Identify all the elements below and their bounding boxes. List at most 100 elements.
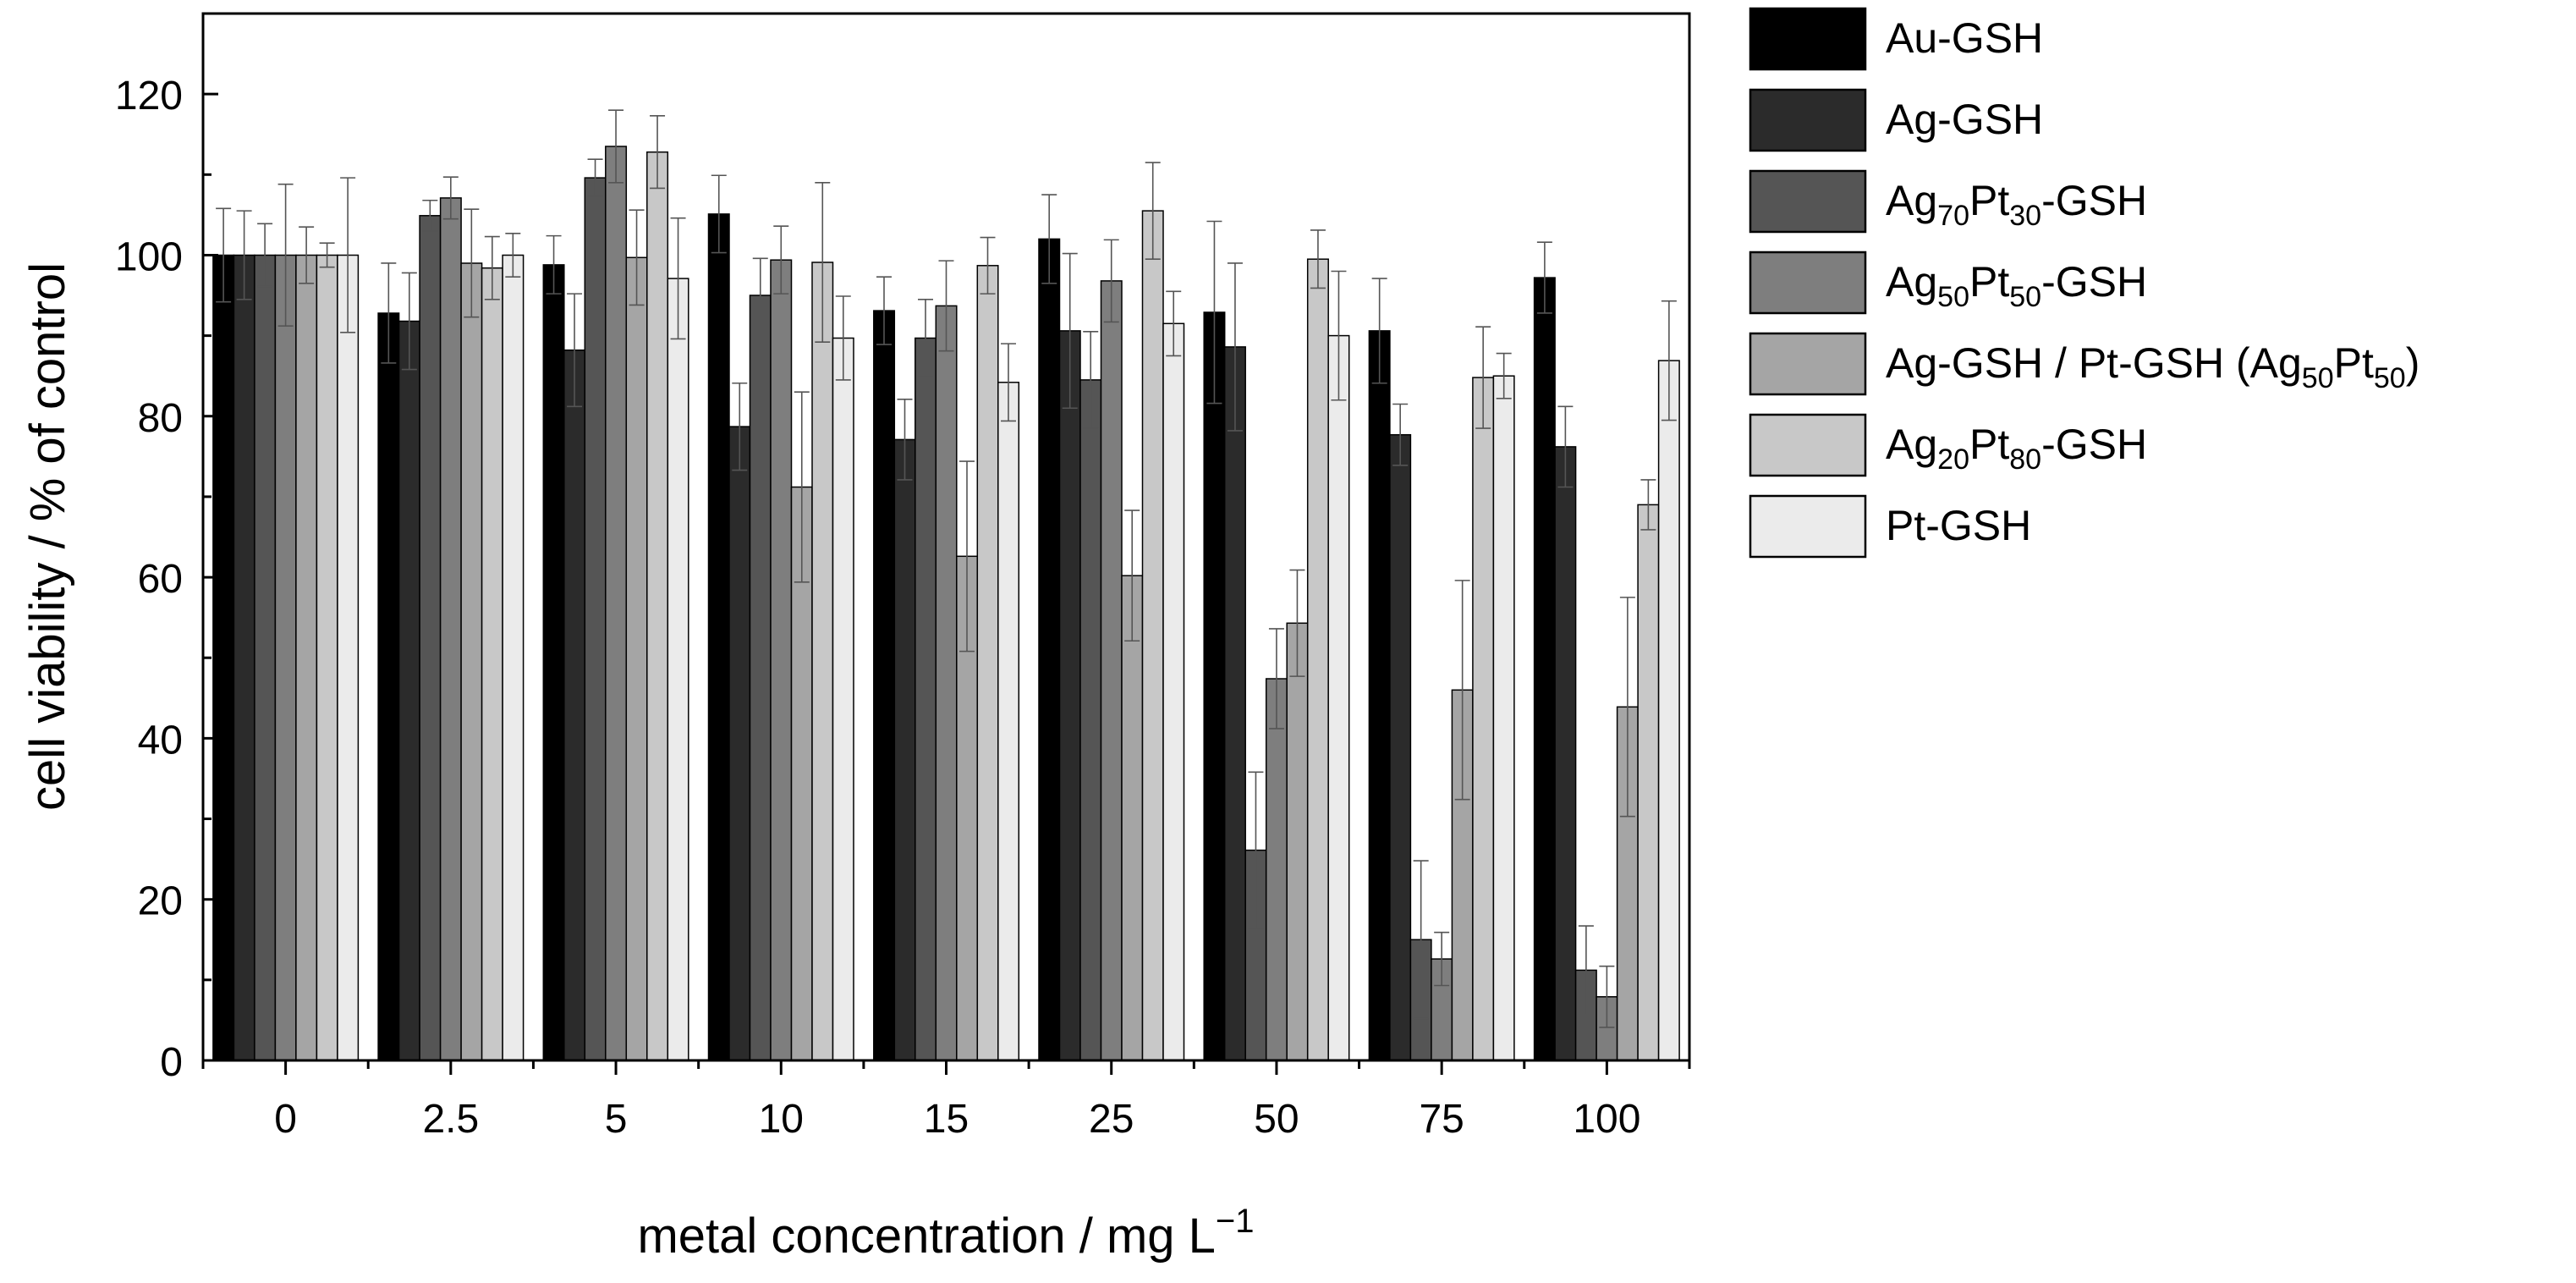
y-tick-label: 0 <box>160 1040 183 1085</box>
x-tick-label: 15 <box>924 1097 969 1142</box>
bar <box>316 254 338 1061</box>
bar <box>728 426 751 1061</box>
error-bar <box>1454 580 1470 801</box>
error-bar <box>299 226 315 284</box>
error-bar <box>1536 241 1552 314</box>
error-bar <box>1248 771 1264 929</box>
error-bar <box>401 272 417 371</box>
bar <box>233 254 255 1061</box>
error-bar <box>980 236 996 295</box>
error-bar <box>650 115 666 190</box>
bar <box>274 254 297 1061</box>
error-bar <box>236 210 252 300</box>
error-bar <box>1475 326 1491 429</box>
legend-label: Ag20Pt80-GSH <box>1886 421 2147 476</box>
bar <box>997 382 1020 1061</box>
error-bar <box>1268 628 1284 730</box>
y-axis: 0 20 40 60 80 100 120 <box>115 12 218 1085</box>
error-bar <box>897 398 913 481</box>
x-axis-title-text: metal concentration / mg L <box>637 1209 1215 1264</box>
error-bar <box>1371 278 1387 384</box>
bar <box>915 337 937 1061</box>
legend-swatch <box>1749 332 1867 396</box>
legend-label: Ag50Pt50-GSH <box>1886 258 2147 313</box>
legend-item: Ag20Pt80-GSH <box>1749 413 2147 477</box>
error-bar <box>505 232 521 278</box>
bar <box>398 320 420 1061</box>
x-tick-label: 10 <box>759 1097 804 1142</box>
bar <box>873 310 896 1061</box>
bar <box>212 254 235 1061</box>
legend-swatch <box>1749 413 1867 477</box>
error-bar <box>1413 860 1429 1020</box>
error-bar <box>1206 220 1222 405</box>
bar <box>1265 678 1288 1061</box>
error-bar <box>1041 194 1057 284</box>
legend-label: Au-GSH <box>1886 14 2043 62</box>
bar <box>1079 379 1102 1061</box>
error-bar <box>1578 925 1594 1016</box>
bar <box>893 438 916 1061</box>
error-bar <box>1166 290 1182 357</box>
error-bar <box>794 391 810 583</box>
x-axis-title-exponent: −1 <box>1216 1203 1255 1240</box>
x-tick-label: 75 <box>1419 1097 1464 1142</box>
x-tick-label: 5 <box>605 1097 628 1142</box>
error-bar <box>1289 569 1305 677</box>
bar <box>295 254 318 1061</box>
error-bar <box>1062 252 1078 410</box>
bar <box>605 146 628 1061</box>
legend-item: Ag-GSH <box>1749 88 2043 152</box>
bar <box>667 278 689 1061</box>
legend-label: Ag-GSH / Pt-GSH (Ag50Pt50) <box>1886 339 2419 394</box>
bar <box>1533 277 1556 1061</box>
error-bars-layer <box>216 109 1677 1028</box>
legend-swatch <box>1749 251 1867 315</box>
bar <box>254 254 277 1061</box>
error-bar <box>1145 162 1161 261</box>
legend-label: Pt-GSH <box>1886 502 2031 549</box>
bar <box>770 259 793 1061</box>
bar <box>811 262 834 1061</box>
error-bar <box>918 298 933 377</box>
bar <box>1162 322 1185 1061</box>
error-bar <box>938 260 954 352</box>
legend-swatch <box>1749 494 1867 559</box>
error-bar <box>319 242 335 268</box>
legend-swatch <box>1749 7 1867 71</box>
bar <box>1657 360 1680 1061</box>
error-bar <box>340 177 356 333</box>
bar <box>707 213 730 1061</box>
y-tick-label: 100 <box>115 234 183 279</box>
error-bar <box>959 460 975 653</box>
x-axis-title: metal concentration / mg L−1 <box>637 1203 1254 1264</box>
bar <box>646 151 669 1061</box>
bar <box>584 177 607 1061</box>
error-bar <box>815 182 831 344</box>
bars-layer <box>212 146 1680 1061</box>
error-bar <box>1619 597 1635 818</box>
bar <box>439 197 462 1061</box>
bar <box>1141 210 1164 1061</box>
y-tick-label: 60 <box>138 557 183 602</box>
error-bar <box>670 217 686 340</box>
legend-item: Ag70Pt30-GSH <box>1749 169 2147 234</box>
error-bar <box>422 199 438 232</box>
y-tick-label: 40 <box>138 718 183 763</box>
error-bar <box>1001 343 1016 422</box>
legend-swatch <box>1749 169 1867 234</box>
error-bar <box>1496 352 1512 399</box>
error-bar <box>381 262 397 364</box>
error-bar <box>442 176 459 220</box>
bar <box>1223 346 1246 1061</box>
error-bar <box>1392 403 1409 466</box>
bar <box>625 256 648 1061</box>
error-bar <box>1640 479 1656 531</box>
bar <box>377 312 400 1061</box>
error-bar <box>216 207 232 303</box>
y-tick-label: 20 <box>138 879 183 924</box>
legend-swatch <box>1749 88 1867 152</box>
bar <box>563 349 586 1061</box>
error-bar <box>1083 331 1099 429</box>
